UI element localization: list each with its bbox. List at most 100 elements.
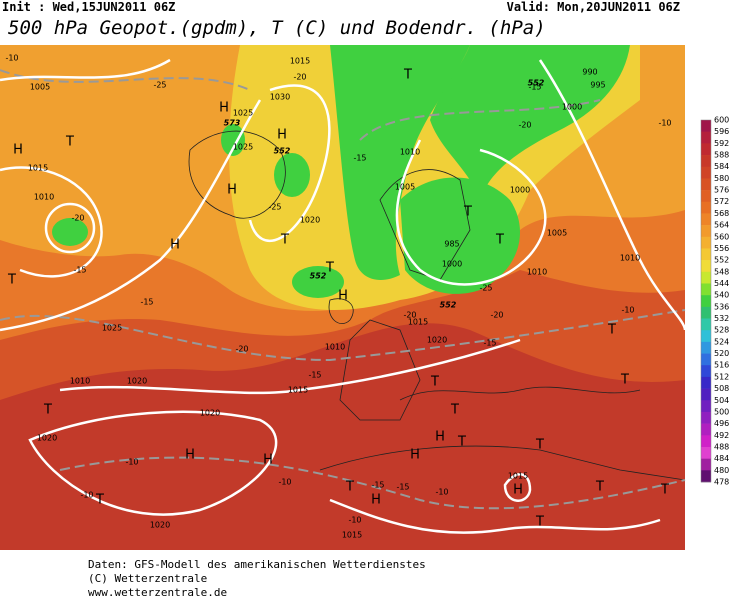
coast-greenland <box>188 130 286 219</box>
colorbar-label: 528 <box>714 326 729 335</box>
colorbar-label: 548 <box>714 267 729 276</box>
pressure-center: T <box>280 233 289 248</box>
colorbar-swatch <box>701 225 711 238</box>
temperature-label: -15 <box>528 83 541 92</box>
colorbar-label: 568 <box>714 209 729 218</box>
height-label: 552 <box>310 272 327 281</box>
colorbar-swatch <box>701 388 711 401</box>
isobar-label: 1010 <box>400 148 420 157</box>
pressure-center: T <box>457 435 466 450</box>
pressure-center: T <box>65 135 74 150</box>
colorbar-label: 552 <box>714 256 729 265</box>
pressure-center: T <box>620 373 629 388</box>
colorbar-swatch <box>701 178 711 191</box>
colorbar-swatch <box>701 166 711 179</box>
pressure-center: H <box>227 183 237 198</box>
pressure-center: H <box>219 101 229 116</box>
colorbar-swatch <box>701 318 711 331</box>
isobar <box>0 99 262 332</box>
temperature-label: -15 <box>308 371 321 380</box>
temperature-label: -20 <box>490 311 503 320</box>
valid-time: Valid: Mon,20JUN2011 06Z <box>507 0 680 14</box>
isobar-label: 1025 <box>233 143 253 152</box>
isobar <box>503 473 532 502</box>
pressure-center: T <box>450 403 459 418</box>
colorbar-swatch <box>701 131 711 144</box>
pressure-center: T <box>430 375 439 390</box>
temperature-label: -10 <box>278 478 291 487</box>
colorbar-label: 496 <box>714 419 729 428</box>
isobar-label: 1020 <box>200 409 220 418</box>
pressure-center: H <box>435 430 445 445</box>
pressure-center: H <box>277 128 287 143</box>
colorbar-swatch <box>701 400 711 413</box>
colorbar-label: 504 <box>714 396 729 405</box>
colorbar-frame <box>700 119 712 483</box>
coast-scandinavia <box>379 169 471 281</box>
isobar-label: 1015 <box>408 318 428 327</box>
isobar <box>0 58 171 82</box>
temperature-label: -20 <box>71 214 84 223</box>
colorbar-swatch <box>701 143 711 156</box>
temperature-label: -20 <box>403 311 416 320</box>
colorbar-label: 492 <box>714 431 729 440</box>
coast-europe <box>328 298 421 421</box>
pressure-center: H <box>410 448 420 463</box>
temperature-label: -10 <box>125 458 138 467</box>
colorbar-swatch <box>701 201 711 214</box>
temperature-label: -25 <box>153 81 166 90</box>
colorbar-swatch <box>701 365 711 378</box>
field-green-i <box>292 266 344 298</box>
isobar-label: 1020 <box>127 377 147 386</box>
colorbar-swatch <box>701 446 711 459</box>
colorbar-swatch <box>701 248 711 261</box>
colorbar-label: 540 <box>714 291 729 300</box>
pressure-center: T <box>403 68 412 83</box>
isobar-label: 985 <box>444 240 459 249</box>
colorbar-swatch <box>701 470 711 483</box>
field-green-g <box>274 153 310 197</box>
isobar-label: 1005 <box>395 183 415 192</box>
isobar-label: 1020 <box>427 336 447 345</box>
height-label: 552 <box>440 301 457 310</box>
isobar-label: 1015 <box>288 386 308 395</box>
temperature-label: -10 <box>621 306 634 315</box>
temperature-label: -10 <box>435 488 448 497</box>
colorbar-label: 572 <box>714 197 729 206</box>
field-green-w <box>52 218 88 246</box>
colorbar-label: 516 <box>714 361 729 370</box>
field-green-ne <box>430 45 630 200</box>
temperature-label: -15 <box>396 483 409 492</box>
pressure-center: H <box>170 238 180 253</box>
temperature-label: -10 <box>5 54 18 63</box>
isobar <box>538 59 687 331</box>
pressure-center: H <box>338 289 348 304</box>
isobar <box>59 338 521 395</box>
temperature-label: -20 <box>293 73 306 82</box>
temperature-label: -10 <box>80 491 93 500</box>
isobar-label: 1020 <box>37 434 57 443</box>
temperature-label: -10 <box>348 516 361 525</box>
colorbar-label: 488 <box>714 442 729 451</box>
pressure-center: T <box>95 493 104 508</box>
colorbar-swatch <box>701 353 711 366</box>
coast-africa <box>319 445 686 481</box>
isobar-label: 1020 <box>300 216 320 225</box>
temperature-label: -15 <box>73 266 86 275</box>
pressure-center: T <box>607 323 616 338</box>
isobar <box>0 166 103 278</box>
footer: Daten: GFS-Modell des amerikanischen Wet… <box>88 558 426 599</box>
colorbar-label: 600 <box>714 116 729 125</box>
isobar-label: 1015 <box>508 472 528 481</box>
isobar-label: 990 <box>582 68 597 77</box>
colorbar-label: 512 <box>714 372 729 381</box>
colorbar-swatch <box>701 411 711 424</box>
temperature-label: -15 <box>140 298 153 307</box>
colorbar-swatch <box>701 283 711 296</box>
colorbar-swatch <box>701 120 711 132</box>
map-field <box>0 45 685 550</box>
isobar-label: 1010 <box>34 193 54 202</box>
footer-line: (C) Wetterzentrale <box>88 572 207 585</box>
footer-line: Daten: GFS-Modell des amerikanischen Wet… <box>88 558 426 571</box>
colorbar: 600 596 592 588 584 580 576 572 568 564 560 556 552 5… <box>700 116 729 487</box>
